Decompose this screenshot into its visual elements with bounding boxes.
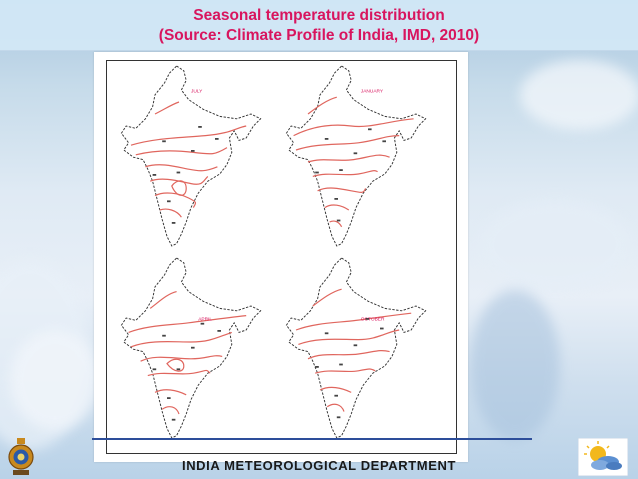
- footer-department-name: INDIA METEOROLOGICAL DEPARTMENT: [181, 458, 457, 473]
- cloud-decoration: [480, 200, 630, 290]
- figure-panel: JULY JANUARY: [94, 52, 468, 462]
- imd-emblem-icon: [8, 438, 34, 475]
- title-bar: Seasonal temperature distribution (Sourc…: [0, 0, 638, 51]
- slide-title: Seasonal temperature distribution: [193, 7, 445, 24]
- map-july: JULY: [120, 65, 262, 247]
- map-label-october: OCTOBER: [361, 316, 385, 322]
- figure-frame: [106, 60, 457, 454]
- map-october: OCTOBER: [285, 257, 427, 439]
- cloud-decoration: [10, 330, 100, 430]
- slide-subtitle: (Source: Climate Profile of India, IMD, …: [158, 27, 480, 44]
- map-april: APRIL: [120, 257, 262, 439]
- map-label-april: APRIL: [198, 316, 212, 322]
- cloud-decoration: [520, 60, 638, 130]
- maps-figure: JULY JANUARY: [120, 65, 427, 439]
- map-january: JANUARY: [285, 65, 427, 247]
- cloud-decoration: [470, 290, 560, 440]
- footer-rule: [92, 438, 532, 440]
- map-label-july: JULY: [191, 88, 203, 94]
- map-label-january: JANUARY: [361, 88, 384, 94]
- weather-sun-cloud-icon: [578, 438, 628, 476]
